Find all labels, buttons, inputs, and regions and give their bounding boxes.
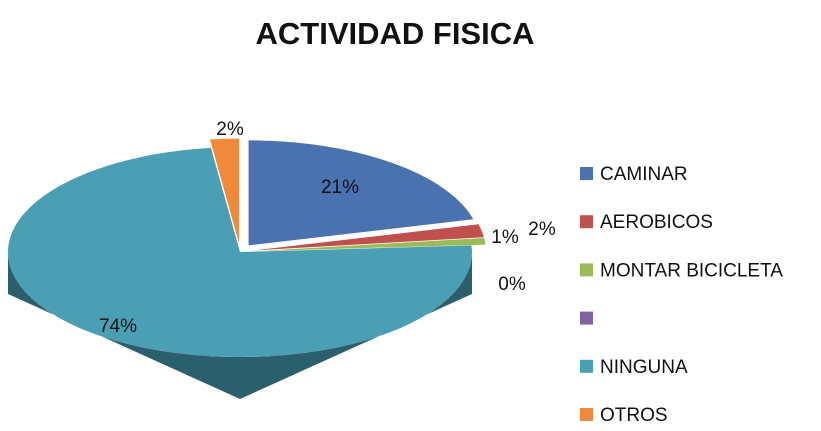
pie-slice: [253, 244, 486, 252]
data-label: 74%: [99, 316, 137, 337]
data-label: 2%: [528, 219, 556, 240]
data-label: 2%: [216, 119, 244, 140]
legend-label: AEROBICOS: [600, 212, 713, 233]
legend-label: MONTAR BICICLETA: [600, 260, 783, 281]
pie-side: [8, 252, 472, 399]
legend-swatch: [580, 408, 593, 421]
legend-swatch: [580, 359, 593, 373]
pie-slice: [253, 238, 486, 252]
pie-slice: [8, 147, 472, 357]
legend-swatch: [580, 263, 593, 277]
data-label: 1%: [491, 227, 519, 248]
legend-swatch: [580, 311, 593, 325]
data-label: 0%: [498, 274, 526, 295]
legend-swatch: [580, 215, 593, 229]
legend-label: CAMINAR: [600, 164, 688, 185]
legend-label: OTROS: [600, 405, 668, 426]
data-label: 21%: [321, 177, 359, 198]
pie-slice: [210, 138, 240, 244]
pie-slice: [248, 140, 474, 246]
chart-title: ACTIVIDAD FISICA: [256, 16, 535, 51]
legend-swatch: [580, 167, 593, 180]
legend-label: NINGUNA: [600, 357, 688, 378]
pie-slice: [253, 224, 484, 251]
